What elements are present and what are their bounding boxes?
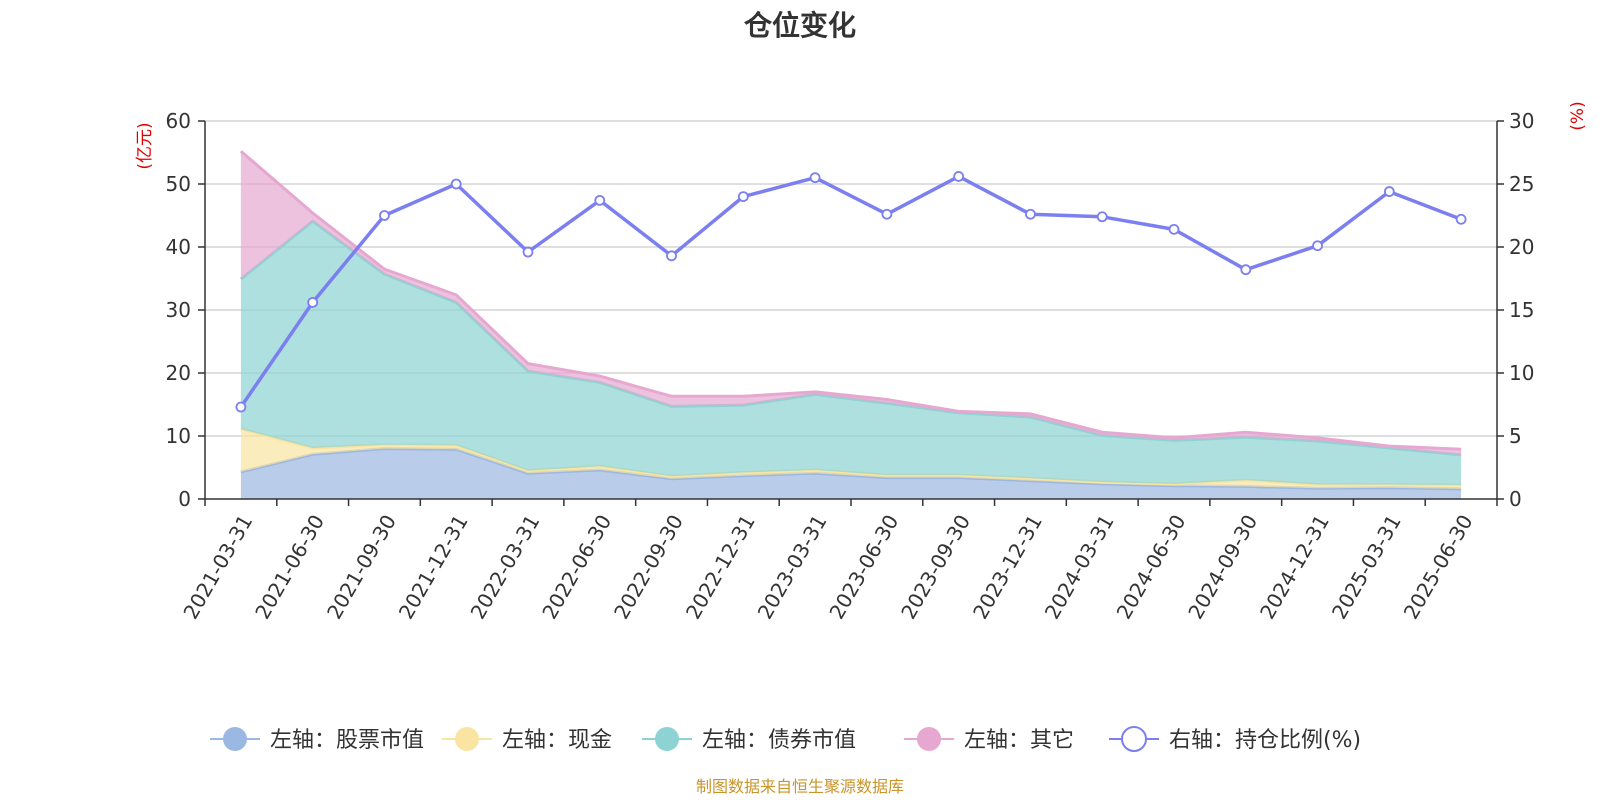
legend: 左轴：股票市值 左轴：现金 左轴：债券市值 左轴：其它 右轴：持仓比例(%) <box>210 726 1361 753</box>
x-tick-label: 2024-03-31 <box>1040 511 1119 624</box>
area-左轴：债券市值 <box>240 221 1462 486</box>
x-tick-label: 2021-06-30 <box>250 511 329 624</box>
legend-label: 左轴：债券市值 <box>702 728 856 753</box>
holding-ratio-point <box>881 208 893 220</box>
x-tick-label: 2024-09-30 <box>1183 511 1262 624</box>
right-tick-label: 0 <box>1509 487 1522 511</box>
left-tick-label: 0 <box>178 487 191 511</box>
legend-label: 左轴：其它 <box>964 728 1074 753</box>
stacked-areas <box>239 150 1462 499</box>
source-note: 制图数据来自恒生聚源数据库 <box>696 777 904 796</box>
holding-ratio-point <box>379 210 390 221</box>
holding-ratio-point <box>737 191 749 203</box>
right-tick-label: 10 <box>1509 361 1534 385</box>
holding-ratio-point <box>1096 211 1108 223</box>
chart-title: 仓位变化 <box>744 9 856 42</box>
left-tick-label: 30 <box>166 298 191 322</box>
legend-marker-icon <box>1121 726 1147 752</box>
holding-ratio-point <box>1383 186 1395 197</box>
x-tick-label: 2023-06-30 <box>824 511 903 624</box>
legend-marker-icon <box>455 727 479 751</box>
x-tick-label: 2022-12-31 <box>681 511 760 624</box>
legend-label: 右轴：持仓比例(%) <box>1169 728 1361 753</box>
holding-ratio-point <box>522 246 534 258</box>
right-tick-label: 30 <box>1509 109 1534 133</box>
holding-ratio-point <box>1168 223 1180 235</box>
holding-ratio-point <box>307 297 319 308</box>
holding-ratio-point <box>1455 213 1467 225</box>
x-tick-label: 2023-03-31 <box>753 511 832 624</box>
left-axis-unit: (亿元) <box>135 122 155 169</box>
holding-ratio-point <box>594 194 606 206</box>
holding-ratio-path <box>239 174 1462 408</box>
left-tick-label: 60 <box>166 109 191 133</box>
holding-ratio-point <box>1025 208 1036 220</box>
left-tick-label: 20 <box>166 361 191 385</box>
holding-ratio-line <box>235 171 1467 413</box>
x-tick-label: 2023-09-30 <box>896 511 975 624</box>
x-tick-label: 2022-03-31 <box>466 511 545 624</box>
left-tick-label: 10 <box>166 424 191 448</box>
x-tick-label: 2025-06-30 <box>1399 511 1478 624</box>
holding-ratio-point <box>1312 240 1323 252</box>
legend-label: 左轴：股票市值 <box>270 728 424 753</box>
holding-ratio-point <box>450 178 462 190</box>
x-tick-label: 2022-06-30 <box>537 511 616 624</box>
right-tick-label: 5 <box>1509 424 1522 448</box>
legend-marker-icon <box>655 727 679 751</box>
legend-item: 右轴：持仓比例(%) <box>1109 726 1361 753</box>
legend-label: 左轴：现金 <box>502 728 612 753</box>
x-tick-label: 2022-09-30 <box>609 511 688 624</box>
legend-marker-icon <box>917 727 941 751</box>
right-tick-label: 15 <box>1509 298 1534 322</box>
holding-ratio-point <box>1240 264 1252 276</box>
right-tick-label: 25 <box>1509 172 1534 196</box>
legend-item: 左轴：债券市值 <box>642 727 856 753</box>
left-tick-label: 50 <box>166 172 191 196</box>
area-edge-左轴：其它 <box>239 150 1462 451</box>
x-tick-label: 2023-12-31 <box>968 511 1047 624</box>
legend-item: 左轴：其它 <box>904 727 1074 753</box>
right-tick-label: 20 <box>1509 235 1534 259</box>
holding-ratio-point <box>666 250 677 262</box>
legend-item: 左轴：股票市值 <box>210 727 424 753</box>
holding-ratio-point <box>809 172 821 184</box>
x-tick-label: 2025-03-31 <box>1327 511 1406 624</box>
left-tick-label: 40 <box>166 235 191 259</box>
x-tick-label: 2024-06-30 <box>1112 511 1191 624</box>
right-axis-unit: (%) <box>1568 101 1588 130</box>
legend-marker-icon <box>223 727 247 751</box>
x-tick-label: 2024-12-31 <box>1255 511 1334 624</box>
x-tick-label: 2021-09-30 <box>322 511 401 624</box>
legend-item: 左轴：现金 <box>442 727 612 753</box>
holding-ratio-point <box>953 171 965 182</box>
x-tick-label: 2021-03-31 <box>178 511 257 624</box>
x-tick-label: 2021-12-31 <box>394 511 473 624</box>
holding-ratio-point <box>235 401 247 413</box>
